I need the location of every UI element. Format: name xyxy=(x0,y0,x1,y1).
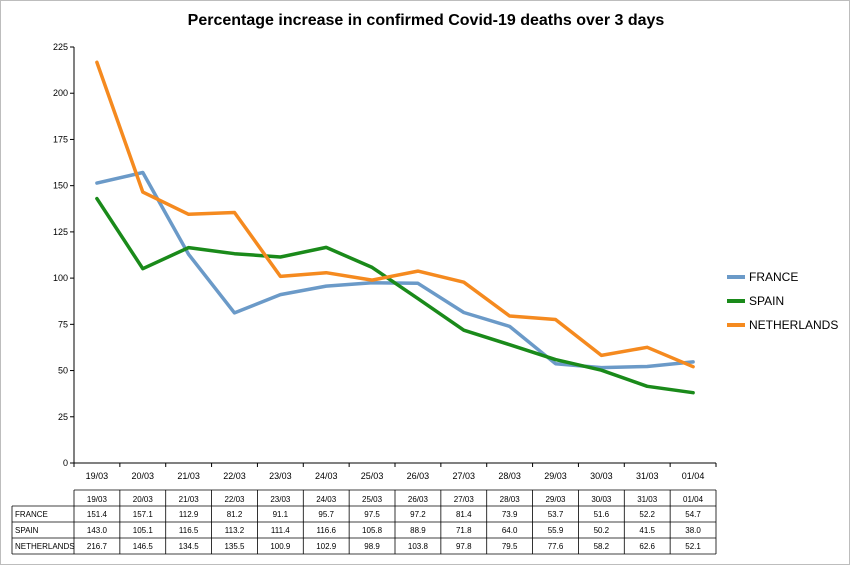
x-tick-label: 31/03 xyxy=(636,471,659,481)
table-cell: 52.1 xyxy=(685,542,701,551)
table-header-cell: 26/03 xyxy=(408,495,429,504)
table-cell: 53.7 xyxy=(548,510,564,519)
table-header-cell: 20/03 xyxy=(133,495,154,504)
x-tick-label: 27/03 xyxy=(453,471,476,481)
legend-label-netherlands: NETHERLANDS xyxy=(749,318,838,332)
table-cell: 216.7 xyxy=(87,542,108,551)
table-cell: 54.7 xyxy=(685,510,701,519)
y-tick-label: 25 xyxy=(58,412,68,422)
series-line-netherlands xyxy=(95,60,695,369)
table-cell: 116.6 xyxy=(316,526,336,535)
table-cell: 113.2 xyxy=(225,526,245,535)
x-tick-label: 21/03 xyxy=(177,471,200,481)
legend-label-spain: SPAIN xyxy=(749,294,784,308)
table-header-cell: 30/03 xyxy=(591,495,612,504)
table-cell: 105.1 xyxy=(133,526,154,535)
x-tick-label: 28/03 xyxy=(498,471,521,481)
table-cell: 91.1 xyxy=(273,510,289,519)
series-line-spain xyxy=(95,196,695,395)
table-cell: 88.9 xyxy=(410,526,426,535)
x-tick-label: 30/03 xyxy=(590,471,613,481)
x-tick-label: 25/03 xyxy=(361,471,384,481)
y-tick-label: 50 xyxy=(58,366,68,376)
table-cell: 146.5 xyxy=(133,542,154,551)
table-cell: 81.2 xyxy=(227,510,243,519)
table-cell: 157.1 xyxy=(133,510,154,519)
table-header-cell: 23/03 xyxy=(270,495,291,504)
table-cell: 52.2 xyxy=(639,510,655,519)
table-cell: 55.9 xyxy=(548,526,564,535)
table-header-cell: 31/03 xyxy=(637,495,658,504)
table-cell: 100.9 xyxy=(270,542,291,551)
x-tick-label: 24/03 xyxy=(315,471,338,481)
table-cell: 38.0 xyxy=(685,526,701,535)
table-cell: 102.9 xyxy=(316,542,337,551)
table-cell: 143.0 xyxy=(87,526,108,535)
table-cell: 111.4 xyxy=(271,526,290,535)
x-tick-label: 01/04 xyxy=(682,471,705,481)
table-cell: 135.5 xyxy=(224,542,245,551)
table-cell: 98.9 xyxy=(364,542,380,551)
x-tick-label: 20/03 xyxy=(132,471,155,481)
y-tick-label: 100 xyxy=(53,273,68,283)
y-tick-label: 150 xyxy=(53,181,68,191)
table-header-cell: 01/04 xyxy=(683,495,704,504)
x-tick-label: 26/03 xyxy=(407,471,430,481)
y-tick-label: 75 xyxy=(58,319,68,329)
x-tick-label: 29/03 xyxy=(544,471,567,481)
table-cell: 51.6 xyxy=(594,510,610,519)
table-cell: 116.5 xyxy=(179,526,199,535)
y-tick-label: 0 xyxy=(63,458,68,468)
table-cell: 97.2 xyxy=(410,510,426,519)
table-cell: 134.5 xyxy=(179,542,200,551)
table-cell: 73.9 xyxy=(502,510,518,519)
table-cell: 77.6 xyxy=(548,542,564,551)
table-cell: 97.8 xyxy=(456,542,472,551)
table-cell: 95.7 xyxy=(318,510,334,519)
series-line-france xyxy=(95,170,695,370)
table-cell: 112.9 xyxy=(179,510,199,519)
table-row-label: NETHERLANDS xyxy=(15,542,75,551)
table-header-cell: 21/03 xyxy=(179,495,200,504)
table-row-label: SPAIN xyxy=(15,526,39,535)
table-cell: 62.6 xyxy=(639,542,655,551)
table-cell: 58.2 xyxy=(594,542,610,551)
y-tick-label: 225 xyxy=(53,42,68,52)
table-cell: 71.8 xyxy=(456,526,472,535)
y-tick-label: 125 xyxy=(53,227,68,237)
chart-title: Percentage increase in confirmed Covid-1… xyxy=(187,12,665,29)
table-cell: 79.5 xyxy=(502,542,518,551)
table-header-cell: 25/03 xyxy=(362,495,383,504)
x-tick-label: 22/03 xyxy=(223,471,246,481)
y-tick-label: 175 xyxy=(53,134,68,144)
legend-label-france: FRANCE xyxy=(749,270,798,284)
table-cell: 103.8 xyxy=(408,542,429,551)
table-cell: 81.4 xyxy=(456,510,472,519)
table-cell: 41.5 xyxy=(639,526,655,535)
x-tick-label: 23/03 xyxy=(269,471,292,481)
table-header-cell: 19/03 xyxy=(87,495,108,504)
table-header-cell: 28/03 xyxy=(500,495,521,504)
table-row-label: FRANCE xyxy=(15,510,48,519)
table-cell: 50.2 xyxy=(594,526,610,535)
table-cell: 97.5 xyxy=(364,510,380,519)
table-header-cell: 29/03 xyxy=(545,495,566,504)
x-tick-label: 19/03 xyxy=(86,471,109,481)
table-cell: 105.8 xyxy=(362,526,383,535)
y-tick-label: 200 xyxy=(53,88,68,98)
table-header-cell: 27/03 xyxy=(454,495,475,504)
table-cell: 64.0 xyxy=(502,526,518,535)
table-header-cell: 24/03 xyxy=(316,495,337,504)
table-cell: 151.4 xyxy=(87,510,108,519)
table-header-cell: 22/03 xyxy=(224,495,245,504)
